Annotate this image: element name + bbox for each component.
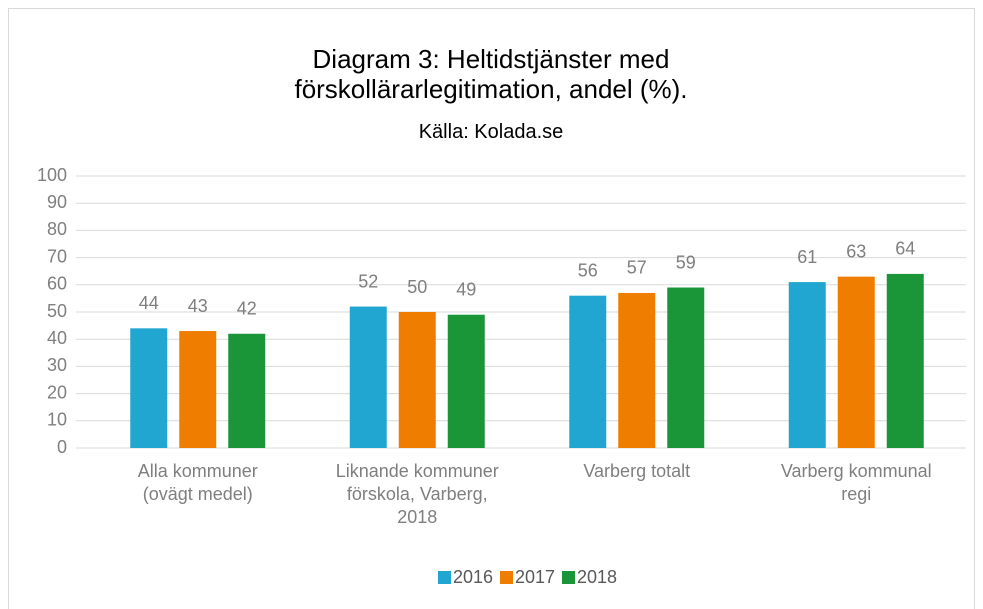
bar <box>667 287 705 448</box>
x-tick-label: Liknande kommuner förskola, Varberg, 201… <box>335 461 499 527</box>
x-tick-label: Alla kommuner (ovägt medel) <box>137 461 258 504</box>
bar <box>398 312 436 448</box>
y-tick-label: 60 <box>47 274 67 294</box>
y-tick-label: 70 <box>47 246 67 266</box>
bar <box>179 331 217 448</box>
y-tick-label: 0 <box>57 437 67 457</box>
y-tick-label: 40 <box>47 328 67 348</box>
y-tick-label: 10 <box>47 410 67 430</box>
chart-subtitle: Källa: Kolada.se <box>418 121 564 143</box>
data-label: 64 <box>895 239 915 259</box>
data-label: 50 <box>407 277 427 297</box>
legend-label: 2017 <box>515 567 555 587</box>
legend-label: 2018 <box>577 567 617 587</box>
y-tick-label: 30 <box>47 355 67 375</box>
data-label: 49 <box>456 279 476 299</box>
bar <box>788 282 826 448</box>
y-tick-label: 100 <box>37 165 67 185</box>
legend-swatch <box>438 571 451 584</box>
bar <box>569 295 607 448</box>
data-label: 59 <box>676 252 696 272</box>
legend-label: 2016 <box>453 567 493 587</box>
bar <box>618 292 656 448</box>
data-label: 56 <box>578 260 598 280</box>
x-tick-label: Varberg kommunal regi <box>780 461 932 504</box>
y-tick-label: 20 <box>47 382 67 402</box>
data-label: 63 <box>846 241 866 261</box>
data-label: 44 <box>139 293 159 313</box>
legend-swatch <box>562 571 575 584</box>
data-label: 57 <box>627 258 647 278</box>
y-tick-label: 80 <box>47 219 67 239</box>
bar <box>886 273 924 448</box>
data-label: 43 <box>188 296 208 316</box>
bar <box>447 314 485 448</box>
y-tick-label: 50 <box>47 301 67 321</box>
data-label: 52 <box>358 271 378 291</box>
x-tick-label: Varberg totalt <box>583 461 691 481</box>
chart-border <box>8 8 975 609</box>
data-label: 42 <box>237 299 257 319</box>
bar <box>228 333 266 448</box>
chart-title: Diagram 3: Heltidstjänster med förskollä… <box>294 44 688 104</box>
y-tick-label: 90 <box>47 192 67 212</box>
bar <box>349 306 387 448</box>
legend-swatch <box>500 571 513 584</box>
bar <box>130 328 168 448</box>
bar <box>837 276 875 448</box>
data-label: 61 <box>797 247 817 267</box>
